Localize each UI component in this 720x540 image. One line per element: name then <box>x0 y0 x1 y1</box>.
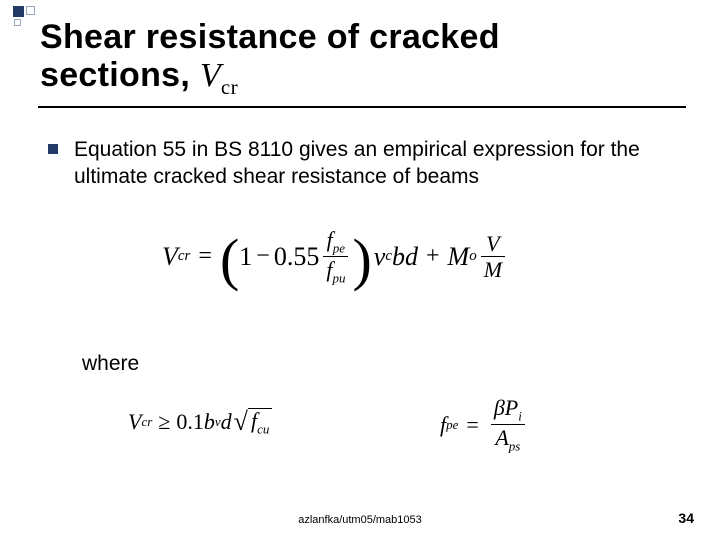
where-label: where <box>82 352 139 376</box>
title-line2-pre: sections, <box>40 56 200 94</box>
accent-square-filled <box>13 6 24 17</box>
eq-Mo-sub: o <box>469 248 477 265</box>
footer-text: azlanfka/utm05/mab1053 <box>0 514 720 526</box>
paren-close: ) <box>352 238 371 282</box>
eq-lhs-sub: cr <box>178 248 191 265</box>
eq-bd: bd <box>392 242 418 272</box>
eq-lhs-V: V <box>162 242 178 272</box>
eq-plus: + <box>426 243 440 270</box>
page-number: 34 <box>678 510 694 526</box>
eq-vc-sub: c <box>385 248 392 265</box>
bullet-square-icon <box>48 144 58 154</box>
equation-constraint: Vcr ≥ 0.1 bv d √ fcu <box>128 408 272 437</box>
eq-one: 1 <box>239 242 252 272</box>
accent-square-outline <box>26 6 35 15</box>
eq-vc: v <box>374 242 386 272</box>
eq-equals: = <box>198 243 212 270</box>
accent-square-outline-small <box>14 19 21 26</box>
corner-accent <box>0 0 38 28</box>
paren-open: ( <box>220 238 239 282</box>
sqrt: √ fcu <box>234 408 273 437</box>
eq-minus: − <box>256 243 270 270</box>
title-symbol: Vcr <box>200 57 238 94</box>
title-line1: Shear resistance of cracked <box>40 18 500 56</box>
eq-coef: 0.55 <box>274 242 320 272</box>
eq-frac-V-M: V M <box>481 232 505 281</box>
equation-fpe: fpe = βPi Aps <box>440 396 529 453</box>
radical-icon: √ <box>234 409 248 438</box>
equation-main: Vcr = ( 1 − 0.55 fpe fpu ) vc bd + Mo V … <box>162 228 509 285</box>
bullet-text: Equation 55 in BS 8110 gives an empirica… <box>74 136 678 191</box>
bullet-item: Equation 55 in BS 8110 gives an empirica… <box>48 136 678 191</box>
title-underline <box>38 106 686 108</box>
slide: Shear resistance of cracked sections, Vc… <box>0 0 720 540</box>
slide-title: Shear resistance of cracked sections, Vc… <box>40 18 690 99</box>
eq-frac-fpe-fpu: fpe fpu <box>323 228 348 285</box>
eq-Mo: M <box>448 242 470 272</box>
eq-frac-betaP-Aps: βPi Aps <box>491 396 525 453</box>
